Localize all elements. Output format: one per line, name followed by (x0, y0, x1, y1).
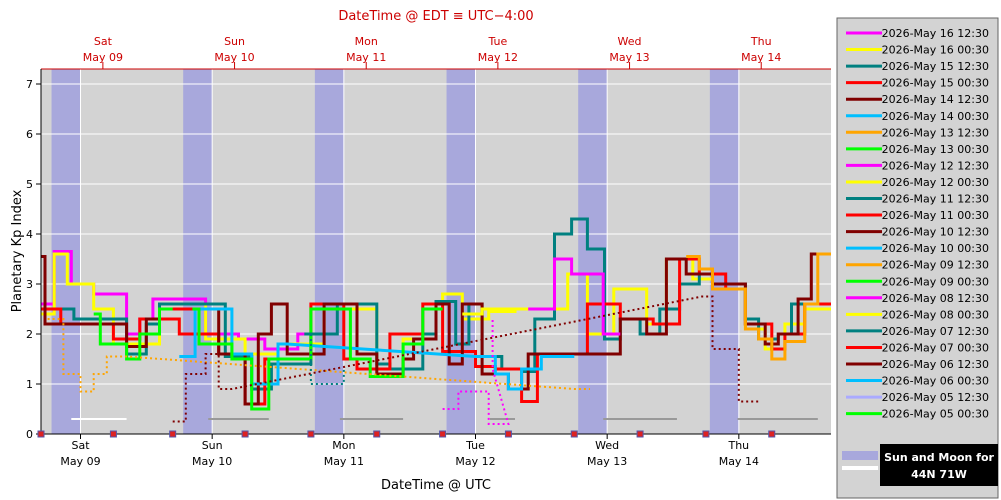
legend-label-13: 2026-May 10 00:30 (882, 242, 989, 255)
y-tick-label-6: 6 (26, 128, 33, 141)
event-marker-8 (570, 430, 578, 438)
top-tick-day-3: Tue (487, 35, 507, 48)
x-axis-label: DateTime @ UTC (381, 478, 491, 493)
event-marker-5 (373, 430, 381, 438)
night-band-1 (183, 69, 213, 434)
x-tick-day-1: Sun (202, 439, 223, 452)
top-tick-date-4: May 13 (609, 51, 649, 64)
x-tick-day-5: Thu (727, 439, 749, 452)
x-tick-date-0: May 09 (60, 455, 100, 468)
top-tick-day-5: Thu (750, 35, 772, 48)
legend-label-2: 2026-May 15 12:30 (882, 60, 989, 73)
top-tick-day-2: Mon (355, 35, 378, 48)
legend: 2026-May 16 12:30 2026-May 16 00:30 2026-M… (836, 17, 999, 499)
series-line-5 (179, 307, 575, 391)
y-tick-label-2: 2 (26, 328, 33, 341)
legend-label-19: 2026-May 07 00:30 (882, 341, 989, 354)
series-line-20 (172, 295, 759, 423)
legend-label-16: 2026-May 08 12:30 (882, 292, 989, 305)
top-tick-day-4: Wed (618, 35, 642, 48)
legend-moon-swatch (842, 466, 878, 470)
x-tick-day-0: Sat (71, 439, 90, 452)
x-tick-day-3: Tue (465, 439, 485, 452)
legend-label-22: 2026-May 05 12:30 (882, 391, 989, 404)
top-tick-date-3: May 12 (478, 51, 518, 64)
sun-moon-label-line2: 44N 71W (911, 468, 967, 481)
x-tick-date-1: May 10 (192, 455, 232, 468)
legend-label-7: 2026-May 13 00:30 (882, 143, 989, 156)
series-line-4 (41, 252, 831, 406)
legend-label-23: 2026-May 05 00:30 (882, 408, 989, 421)
event-marker-11 (768, 430, 776, 438)
x-tick-date-3: May 12 (455, 455, 495, 468)
legend-label-21: 2026-May 06 00:30 (882, 375, 989, 388)
legend-label-8: 2026-May 12 12:30 (882, 159, 989, 172)
sun-moon-label-line1: Sun and Moon for (884, 451, 994, 464)
x-tick-date-2: May 11 (324, 455, 364, 468)
y-tick-label-7: 7 (26, 78, 33, 91)
night-band-3 (446, 69, 476, 434)
legend-label-17: 2026-May 08 00:30 (882, 308, 989, 321)
legend-label-3: 2026-May 15 00:30 (882, 77, 989, 90)
legend-night-swatch (842, 451, 878, 460)
event-marker-2 (169, 430, 177, 438)
plot-area: 0 1 2 3 4 5 6 7 Sat May 09 Sun May 10 Mon May 11 Tue Ma… (26, 35, 831, 468)
y-tick-label-4: 4 (26, 228, 33, 241)
legend-label-9: 2026-May 12 00:30 (882, 176, 989, 189)
night-band-4 (578, 69, 608, 434)
event-marker-6 (439, 430, 447, 438)
top-tick-date-5: May 14 (741, 51, 781, 64)
chart-title: DateTime @ EDT ≡ UTC−4:00 (338, 9, 533, 24)
night-band-5 (709, 69, 739, 434)
legend-label-10: 2026-May 11 12:30 (882, 193, 989, 206)
y-tick-label-0: 0 (26, 428, 33, 441)
series-line-9 (462, 307, 529, 316)
y-tick-label-5: 5 (26, 178, 33, 191)
legend-label-4: 2026-May 14 12:30 (882, 93, 989, 106)
top-tick-date-2: May 11 (346, 51, 386, 64)
top-tick-day-1: Sun (224, 35, 245, 48)
x-tick-day-2: Mon (332, 439, 355, 452)
event-marker-7 (504, 430, 512, 438)
event-marker-1 (109, 430, 117, 438)
event-marker-0 (37, 430, 45, 438)
legend-label-12: 2026-May 10 12:30 (882, 226, 989, 239)
legend-label-1: 2026-May 16 00:30 (882, 44, 989, 57)
legend-label-0: 2026-May 16 12:30 (882, 27, 989, 40)
y-tick-label-3: 3 (26, 278, 33, 291)
plot-background (41, 69, 831, 434)
series-line-8 (482, 257, 621, 336)
sun-moon-box: Sun and Moon for 44N 71W (880, 444, 998, 486)
y-tick-label-1: 1 (26, 378, 33, 391)
series-line-6 (686, 252, 831, 361)
event-marker-4 (307, 430, 315, 438)
legend-label-14: 2026-May 09 12:30 (882, 259, 989, 272)
top-tick-date-1: May 10 (214, 51, 254, 64)
legend-label-18: 2026-May 07 12:30 (882, 325, 989, 338)
series-line-18 (309, 334, 345, 385)
legend-label-15: 2026-May 09 00:30 (882, 275, 989, 288)
night-band-2 (314, 69, 344, 434)
legend-label-5: 2026-May 14 00:30 (882, 110, 989, 123)
y-axis-label: Planetary Kp Index (10, 189, 25, 312)
x-tick-date-4: May 13 (587, 455, 627, 468)
top-tick-date-0: May 09 (83, 51, 123, 64)
series-line-7 (93, 307, 443, 411)
x-tick-day-4: Wed (595, 439, 619, 452)
series-line-14 (47, 318, 590, 393)
sun-moon-box-bg (880, 444, 998, 486)
x-tick-date-5: May 14 (719, 455, 759, 468)
legend-label-6: 2026-May 13 12:30 (882, 126, 989, 139)
event-marker-3 (241, 430, 249, 438)
top-tick-day-0: Sat (94, 35, 113, 48)
legend-label-20: 2026-May 06 12:30 (882, 358, 989, 371)
event-marker-9 (636, 430, 644, 438)
event-marker-10 (702, 430, 710, 438)
legend-label-11: 2026-May 11 00:30 (882, 209, 989, 222)
